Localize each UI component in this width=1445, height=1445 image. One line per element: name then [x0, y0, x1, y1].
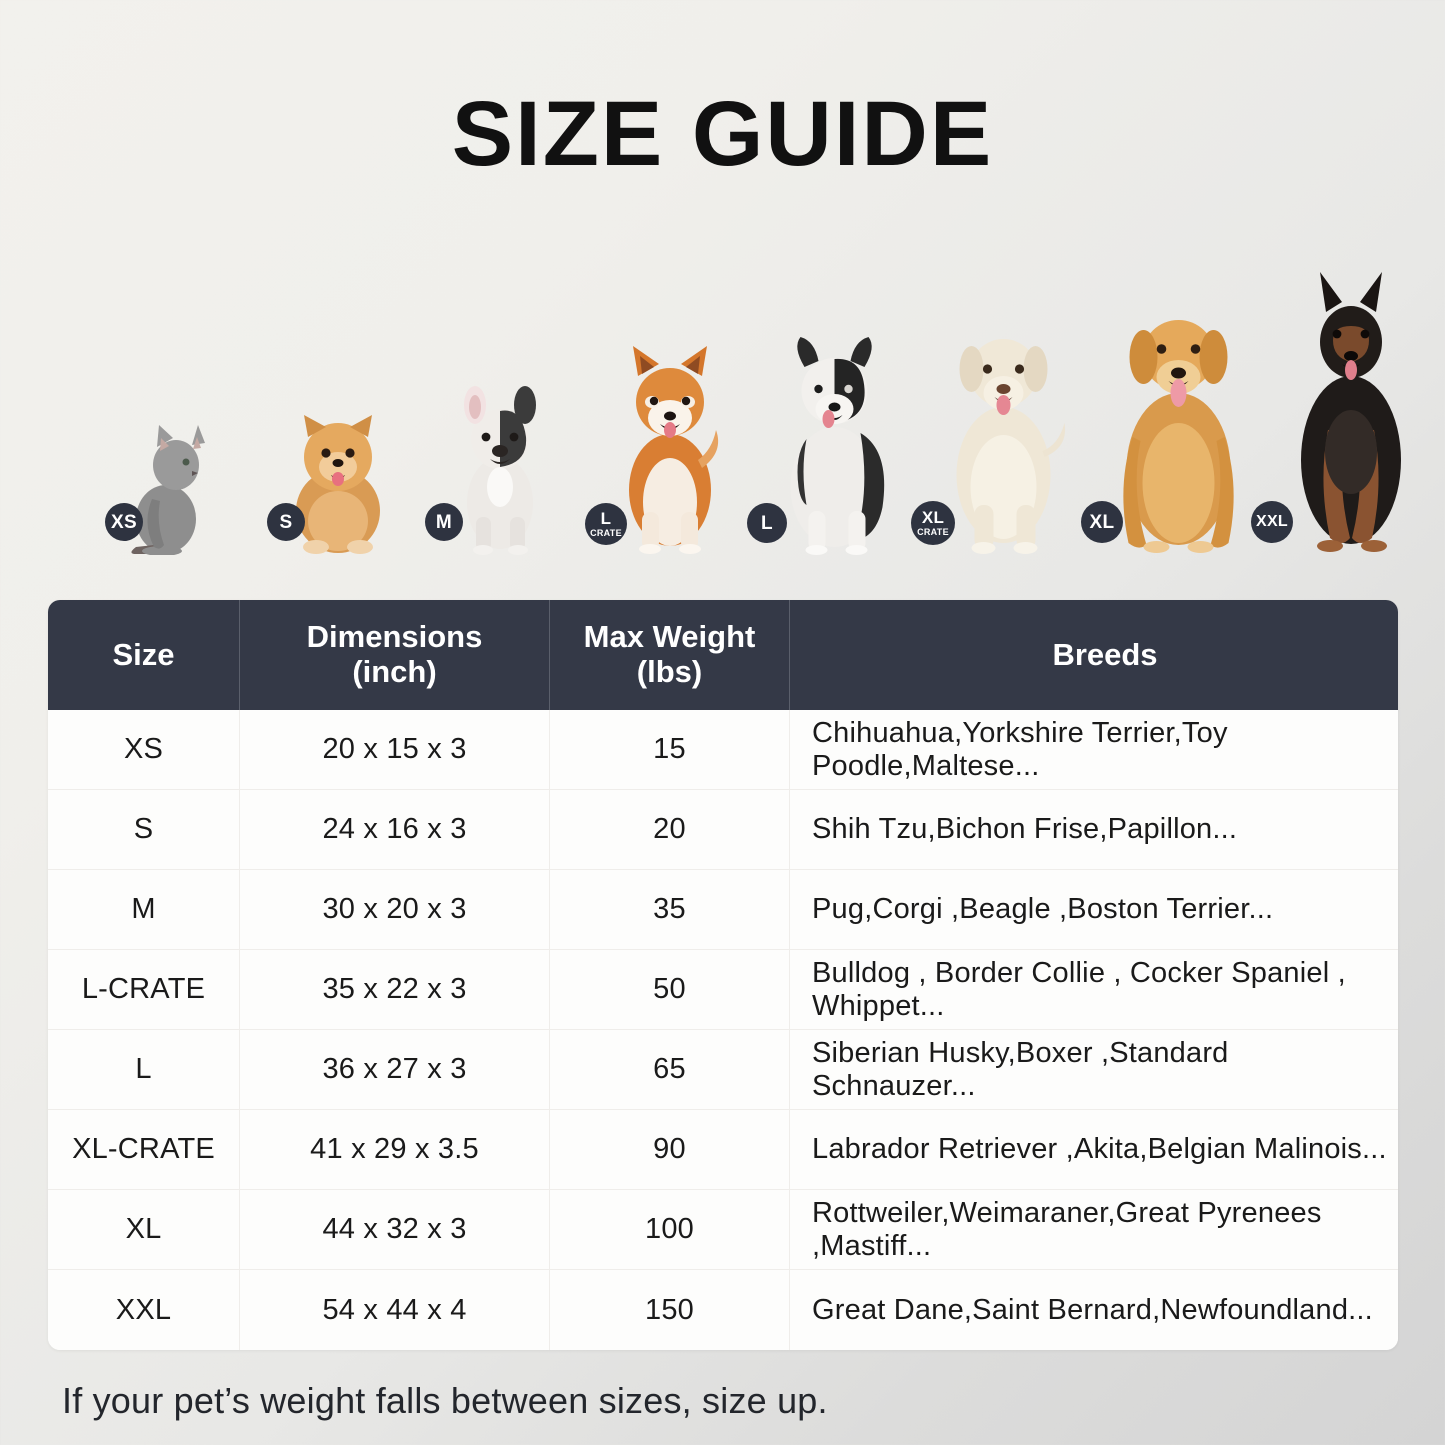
- column-header-weight-line1: Max Weight: [583, 619, 756, 655]
- size-chart-table: Size Dimensions (inch) Max Weight (lbs) …: [48, 600, 1398, 1350]
- table-row: M 30 x 20 x 3 35 Pug,Corgi ,Beagle ,Bost…: [48, 870, 1398, 950]
- column-header-weight-line2: (lbs): [636, 654, 703, 689]
- table-row: XL 44 x 32 x 3 100 Rottweiler,Weimaraner…: [48, 1190, 1398, 1270]
- table-header-row: Size Dimensions (inch) Max Weight (lbs) …: [48, 600, 1398, 710]
- badge-label: XXL: [1255, 513, 1289, 530]
- cell-breeds: Siberian Husky,Boxer ,Standard Schnauzer…: [812, 1036, 1229, 1102]
- cell-dimensions: 30 x 20 x 3: [240, 870, 550, 949]
- badge-label: XL: [1089, 511, 1115, 533]
- cat-illustration: [131, 425, 205, 555]
- column-header-dimensions-line1: Dimensions: [306, 619, 483, 655]
- cell-size: XS: [48, 710, 240, 789]
- badge-label: M: [435, 511, 453, 533]
- size-badge-s: S: [267, 503, 305, 541]
- doberman-illustration: [1301, 272, 1401, 552]
- size-badge-xl: XL: [1081, 501, 1123, 543]
- size-badge-xs: XS: [105, 503, 143, 541]
- animal-slot-l-crate: L CRATE: [585, 340, 755, 555]
- animal-slot-m: M: [425, 377, 575, 555]
- column-header-size-label: Size: [112, 636, 175, 672]
- badge-label: XL: [921, 508, 945, 527]
- border-collie-illustration: [790, 337, 884, 555]
- cell-breeds: Rottweiler,Weimaraner,Great Pyrenees ,Ma…: [812, 1196, 1322, 1262]
- cell-weight: 50: [550, 950, 790, 1029]
- animal-slot-xxl: XXL: [1251, 270, 1445, 555]
- table-row: L 36 x 27 x 3 65 Siberian Husky,Boxer ,S…: [48, 1030, 1398, 1110]
- cell-size: XL: [48, 1190, 240, 1269]
- cell-weight: 100: [550, 1190, 790, 1269]
- size-badge-l: L: [747, 503, 787, 543]
- table-row: XXL 54 x 44 x 4 150 Great Dane,Saint Ber…: [48, 1270, 1398, 1350]
- cell-weight: 150: [550, 1270, 790, 1350]
- cell-dimensions: 54 x 44 x 4: [240, 1270, 550, 1350]
- animal-slot-xs: XS: [95, 407, 235, 555]
- cell-size: L: [48, 1030, 240, 1109]
- column-header-breeds-label: Breeds: [1052, 636, 1158, 672]
- size-badge-m: M: [425, 503, 463, 541]
- cell-weight: 20: [550, 790, 790, 869]
- cell-dimensions: 36 x 27 x 3: [240, 1030, 550, 1109]
- shiba-inu-illustration: [629, 346, 719, 554]
- animal-slot-xl-crate: XL CRATE: [911, 307, 1096, 555]
- column-header-dimensions: Dimensions (inch): [240, 600, 550, 710]
- size-badge-l-crate: L CRATE: [585, 503, 627, 545]
- cell-dimensions: 44 x 32 x 3: [240, 1190, 550, 1269]
- column-header-weight: Max Weight (lbs): [550, 600, 790, 710]
- table-row: L-CRATE 35 x 22 x 3 50 Bulldog , Border …: [48, 950, 1398, 1030]
- table-row: XS 20 x 15 x 3 15 Chihuahua,Yorkshire Te…: [48, 710, 1398, 790]
- cell-breeds: Chihuahua,Yorkshire Terrier,Toy Poodle,M…: [812, 716, 1228, 782]
- cell-size: S: [48, 790, 240, 869]
- badge-label: L: [600, 509, 612, 528]
- animal-slot-s: S: [263, 395, 413, 555]
- pomeranian-illustration: [296, 415, 380, 554]
- cell-size: XXL: [48, 1270, 240, 1350]
- size-badge-xxl: XXL: [1251, 501, 1293, 543]
- cell-dimensions: 41 x 29 x 3.5: [240, 1110, 550, 1189]
- table-row: XL-CRATE 41 x 29 x 3.5 90 Labrador Retri…: [48, 1110, 1398, 1190]
- cell-weight: 35: [550, 870, 790, 949]
- animal-slot-xl: XL: [1081, 287, 1276, 555]
- cell-breeds: Shih Tzu,Bichon Frise,Papillon...: [812, 813, 1238, 845]
- badge-label: XS: [111, 511, 137, 533]
- french-bulldog-illustration: [464, 386, 536, 555]
- cell-breeds: Great Dane,Saint Bernard,Newfoundland...: [812, 1293, 1373, 1326]
- labrador-retriever-illustration: [956, 339, 1065, 554]
- cell-size: XL-CRATE: [48, 1110, 240, 1189]
- column-header-size: Size: [48, 600, 240, 710]
- size-badge-xl-crate: XL CRATE: [911, 501, 955, 545]
- animal-slot-l: L: [747, 327, 922, 555]
- animal-size-lineup: XS S: [55, 255, 1401, 555]
- cell-weight: 15: [550, 710, 790, 789]
- cell-dimensions: 24 x 16 x 3: [240, 790, 550, 869]
- sizing-advice-note: If your pet’s weight falls between sizes…: [62, 1380, 828, 1421]
- badge-sublabel: CRATE: [917, 527, 949, 537]
- badge-label: L: [761, 512, 773, 534]
- cell-breeds: Bulldog , Border Collie , Cocker Spaniel…: [812, 956, 1346, 1022]
- column-header-dimensions-line2: (inch): [352, 654, 437, 689]
- page-title: SIZE GUIDE: [451, 83, 994, 185]
- cell-dimensions: 35 x 22 x 3: [240, 950, 550, 1029]
- cell-breeds: Pug,Corgi ,Beagle ,Boston Terrier...: [812, 893, 1274, 925]
- cell-size: L-CRATE: [48, 950, 240, 1029]
- golden-retriever-illustration: [1122, 320, 1234, 553]
- table-row: S 24 x 16 x 3 20 Shih Tzu,Bichon Frise,P…: [48, 790, 1398, 870]
- badge-label: S: [279, 511, 293, 533]
- cell-breeds: Labrador Retriever ,Akita,Belgian Malino…: [812, 1133, 1387, 1165]
- cell-dimensions: 20 x 15 x 3: [240, 710, 550, 789]
- cell-weight: 65: [550, 1030, 790, 1109]
- cell-weight: 90: [550, 1110, 790, 1189]
- column-header-breeds: Breeds: [790, 600, 1398, 710]
- cell-size: M: [48, 870, 240, 949]
- badge-sublabel: CRATE: [590, 528, 622, 538]
